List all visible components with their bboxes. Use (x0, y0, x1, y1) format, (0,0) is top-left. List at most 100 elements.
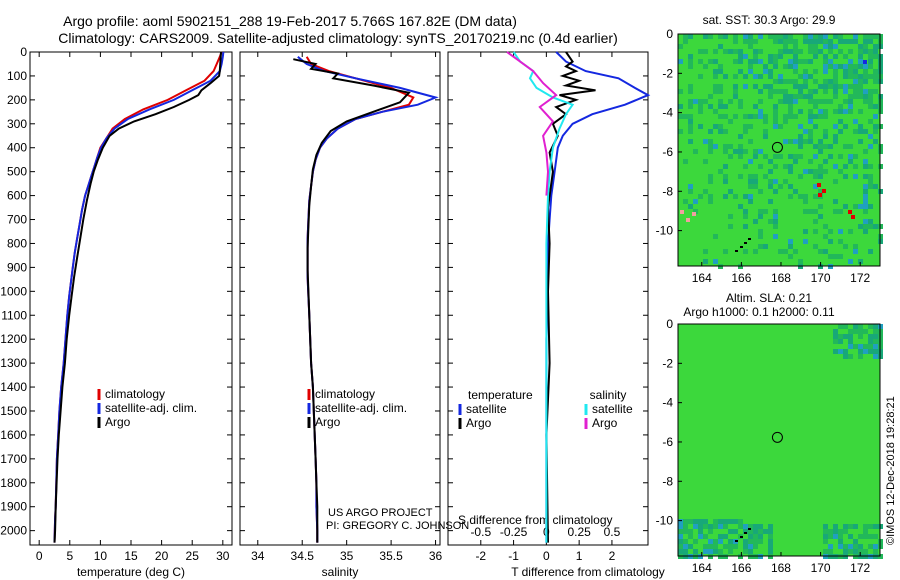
map-cell (713, 49, 718, 54)
map-cell (818, 169, 823, 174)
map-cell (688, 139, 693, 144)
x-tick-label: 25 (186, 549, 200, 563)
map-cell (853, 324, 858, 329)
map-cell (778, 249, 783, 254)
map-cell (838, 534, 843, 539)
map-cell (733, 519, 738, 524)
map-cell (718, 84, 723, 89)
map-cell (803, 84, 808, 89)
map-cell (803, 79, 808, 84)
map-cell (808, 119, 813, 124)
map-cell (783, 139, 788, 144)
map-cell (783, 64, 788, 69)
map-cell (863, 529, 868, 534)
x-tick-label: 172 (850, 561, 870, 575)
map-cell (818, 249, 823, 254)
map-cell (788, 49, 793, 54)
map-cell (833, 209, 838, 214)
map-cell (873, 74, 878, 79)
map-cell (778, 99, 783, 104)
map-cell (773, 189, 778, 194)
map-cell (723, 249, 728, 254)
map-cell (768, 69, 773, 74)
map-cell (858, 64, 863, 69)
map-cell (738, 104, 743, 109)
map-cell (863, 34, 868, 39)
map-cell (703, 549, 708, 554)
map-cell (748, 124, 753, 129)
map-cell (733, 49, 738, 54)
map-cell (798, 124, 803, 129)
map-cell (793, 154, 798, 159)
map-cell (723, 34, 728, 39)
map-cell (848, 549, 853, 554)
map-cell (833, 34, 838, 39)
sst-map-panel: 164 166 168 170 172 0 -2 -4 -6 -8 -10 sat. SST: 30.… (656, 13, 883, 285)
map-cell (758, 534, 763, 539)
map-cell (733, 39, 738, 44)
map-cell (858, 534, 863, 539)
map-cell (778, 34, 783, 39)
map-cell (848, 104, 853, 109)
map-cell (688, 54, 693, 59)
map-cell (798, 89, 803, 94)
map-cell (683, 39, 688, 44)
map-cell (738, 154, 743, 159)
map-cell (788, 114, 793, 119)
map-cell (743, 224, 748, 229)
map-cell (838, 119, 843, 124)
map-cell (703, 189, 708, 194)
map-cell (833, 94, 838, 99)
map-cell (868, 219, 873, 224)
map-cell (798, 144, 803, 149)
map-cell (803, 169, 808, 174)
map-cell (868, 224, 873, 229)
x-tick-label: 170 (811, 561, 831, 575)
map-cell (853, 329, 858, 334)
map-cell (678, 519, 683, 524)
map-cell (708, 524, 713, 529)
map-cell (813, 79, 818, 84)
map-cell (853, 79, 858, 84)
map-cell (733, 74, 738, 79)
map-cell (783, 89, 788, 94)
map-cell (848, 49, 853, 54)
map-cell (703, 519, 708, 524)
map-cell (788, 254, 793, 259)
map-cell (788, 194, 793, 199)
map-cell (818, 144, 823, 149)
map-cell (828, 44, 833, 49)
map-cell-hot (692, 212, 696, 216)
map-cell (823, 34, 828, 39)
map-frame (677, 323, 881, 557)
map-cell (833, 109, 838, 114)
map-cell (843, 349, 848, 354)
map-cell (768, 159, 773, 164)
map-cell (738, 54, 743, 59)
map-cell (738, 524, 743, 529)
map-cell (773, 119, 778, 124)
map-cell (818, 99, 823, 104)
map-cells (678, 34, 883, 269)
x-tick-label: 30 (216, 549, 230, 563)
map-cell (728, 49, 733, 54)
map-cell (773, 59, 778, 64)
map-cell (703, 534, 708, 539)
map-cell (723, 179, 728, 184)
map-cell (718, 104, 723, 109)
map-cell (753, 534, 758, 539)
y-tick-label: -6 (662, 145, 673, 159)
map-cell (713, 549, 718, 554)
map-cell (768, 529, 773, 534)
map-cell (788, 39, 793, 44)
map-cell (843, 204, 848, 209)
map-cell (783, 179, 788, 184)
map-cell (858, 334, 863, 339)
map-cell (713, 84, 718, 89)
map-cell (743, 74, 748, 79)
map-cell (753, 114, 758, 119)
map-cell (743, 524, 748, 529)
map-cell (868, 89, 873, 94)
map-cell (833, 124, 838, 129)
map-cell (683, 519, 688, 524)
